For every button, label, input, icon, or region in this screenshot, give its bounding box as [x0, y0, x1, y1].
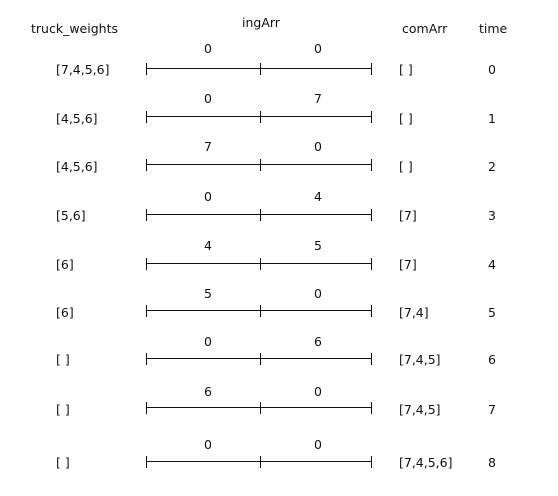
bridge-baseline	[146, 461, 372, 462]
bridge-tick-right	[371, 305, 372, 317]
bridge-tick-right	[371, 111, 372, 123]
truck-weights-cell: [7,4,5,6]	[56, 62, 110, 77]
bridge-baseline	[146, 214, 372, 215]
bridge-tick-mid	[260, 402, 261, 414]
ingarr-slot-2: 0	[314, 384, 322, 399]
truck-weights-cell: [6]	[56, 257, 74, 272]
bridge-line	[146, 353, 372, 365]
comarr-cell: [ ]	[399, 111, 413, 126]
comarr-cell: [ ]	[399, 159, 413, 174]
bridge-tick-right	[371, 353, 372, 365]
time-cell: 2	[488, 159, 496, 174]
comarr-cell: [ ]	[399, 62, 413, 77]
truck-weights-cell: [4,5,6]	[56, 111, 98, 126]
bridge-tick-right	[371, 258, 372, 270]
bridge-tick-mid	[260, 353, 261, 365]
time-cell: 8	[488, 455, 496, 470]
time-cell: 5	[488, 305, 496, 320]
ingarr-slot-2: 7	[314, 91, 322, 106]
bridge-tick-mid	[260, 111, 261, 123]
bridge-baseline	[146, 263, 372, 264]
bridge-tick-left	[146, 402, 147, 414]
bridge-tick-left	[146, 63, 147, 75]
bridge-tick-mid	[260, 456, 261, 468]
bridge-baseline	[146, 407, 372, 408]
bridge-tick-left	[146, 111, 147, 123]
bridge-tick-right	[371, 209, 372, 221]
comarr-cell: [7,4,5]	[399, 402, 441, 417]
comarr-header: comArr	[402, 21, 448, 36]
bridge-baseline	[146, 164, 372, 165]
ingarr-slot-2: 0	[314, 139, 322, 154]
time-cell: 0	[488, 62, 496, 77]
bridge-baseline	[146, 68, 372, 69]
ingarr-slot-1: 6	[204, 384, 212, 399]
time-header: time	[479, 21, 508, 36]
bridge-tick-right	[371, 402, 372, 414]
bridge-tick-left	[146, 258, 147, 270]
truck-weights-cell: [ ]	[56, 352, 70, 367]
time-cell: 6	[488, 352, 496, 367]
bridge-line	[146, 258, 372, 270]
ingarr-slot-1: 0	[204, 91, 212, 106]
comarr-cell: [7,4,5]	[399, 352, 441, 367]
bridge-tick-left	[146, 209, 147, 221]
comarr-cell: [7]	[399, 257, 417, 272]
bridge-line	[146, 63, 372, 75]
bridge-tick-right	[371, 63, 372, 75]
ingarr-slot-2: 0	[314, 437, 322, 452]
bridge-tick-mid	[260, 63, 261, 75]
bridge-tick-right	[371, 456, 372, 468]
truck-weights-cell: [6]	[56, 305, 74, 320]
bridge-line	[146, 159, 372, 171]
truck-weights-cell: [ ]	[56, 455, 70, 470]
bridge-baseline	[146, 358, 372, 359]
comarr-cell: [7]	[399, 208, 417, 223]
bridge-tick-mid	[260, 209, 261, 221]
ingarr-header: ingArr	[242, 15, 280, 30]
ingarr-slot-1: 0	[204, 437, 212, 452]
bridge-tick-mid	[260, 258, 261, 270]
truck-weights-cell: [ ]	[56, 402, 70, 417]
ingarr-slot-1: 0	[204, 189, 212, 204]
bridge-line	[146, 111, 372, 123]
ingarr-slot-2: 5	[314, 238, 322, 253]
bridge-tick-mid	[260, 159, 261, 171]
ingarr-slot-2: 0	[314, 286, 322, 301]
bridge-tick-left	[146, 159, 147, 171]
ingarr-slot-2: 4	[314, 189, 322, 204]
comarr-cell: [7,4]	[399, 305, 429, 320]
bridge-line	[146, 456, 372, 468]
bridge-line	[146, 209, 372, 221]
truck-weights-cell: [4,5,6]	[56, 159, 98, 174]
ingarr-slot-1: 0	[204, 334, 212, 349]
ingarr-slot-2: 6	[314, 334, 322, 349]
time-cell: 7	[488, 402, 496, 417]
time-cell: 1	[488, 111, 496, 126]
bridge-tick-left	[146, 353, 147, 365]
bridge-baseline	[146, 116, 372, 117]
comarr-cell: [7,4,5,6]	[399, 455, 453, 470]
bridge-tick-left	[146, 305, 147, 317]
ingarr-slot-2: 0	[314, 41, 322, 56]
ingarr-slot-1: 5	[204, 286, 212, 301]
ingarr-slot-1: 4	[204, 238, 212, 253]
bridge-line	[146, 305, 372, 317]
bridge-tick-mid	[260, 305, 261, 317]
ingarr-slot-1: 0	[204, 41, 212, 56]
truck-weights-cell: [5,6]	[56, 208, 86, 223]
truck-weights-header: truck_weights	[31, 21, 118, 36]
ingarr-slot-1: 7	[204, 139, 212, 154]
bridge-line	[146, 402, 372, 414]
time-cell: 4	[488, 257, 496, 272]
bridge-tick-left	[146, 456, 147, 468]
bridge-baseline	[146, 310, 372, 311]
time-cell: 3	[488, 208, 496, 223]
bridge-tick-right	[371, 159, 372, 171]
